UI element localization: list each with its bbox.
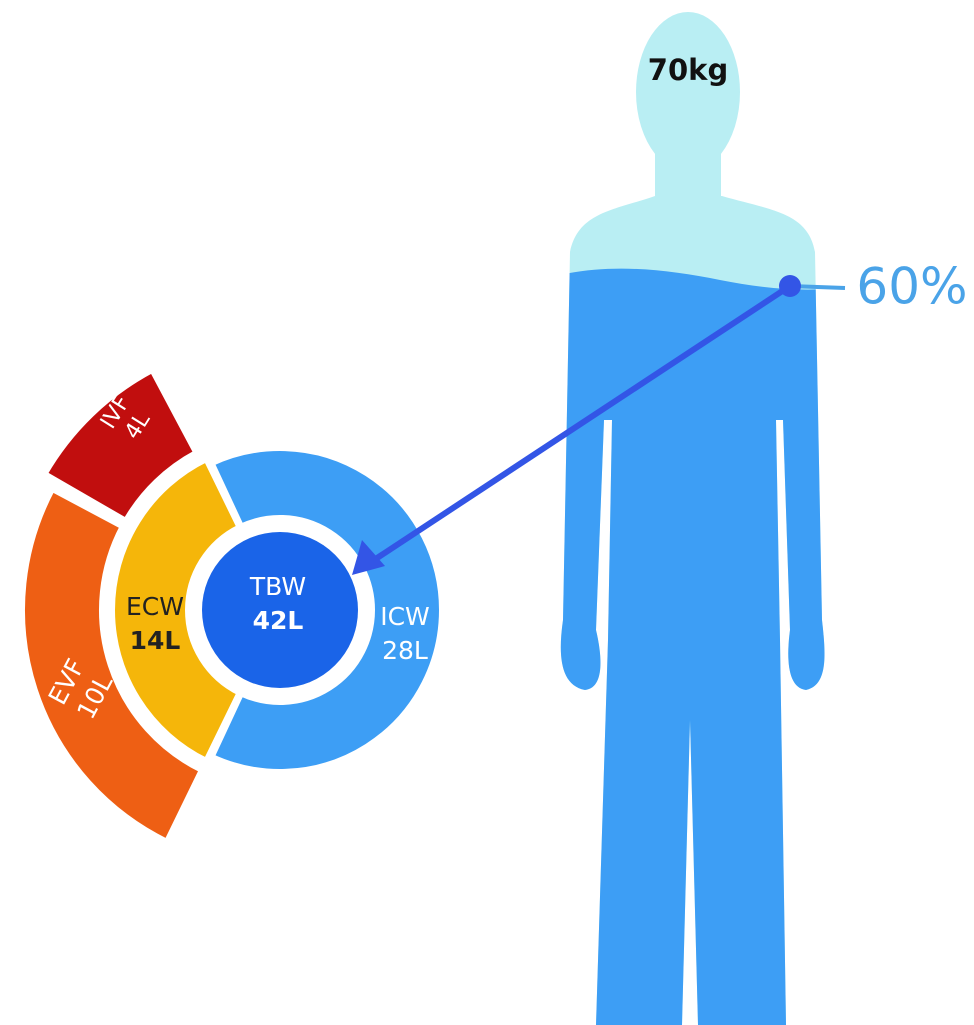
fraction-label: 60% xyxy=(856,258,967,316)
tbw-volume: 42L xyxy=(253,606,304,635)
icw-volume: 28L xyxy=(382,636,428,665)
evf-ring xyxy=(19,484,206,846)
ecw-volume: 14L xyxy=(130,626,181,655)
tbw-name: TBW xyxy=(249,572,306,601)
arrow-origin xyxy=(779,275,801,297)
arrow-head xyxy=(352,540,385,575)
ecw-ring xyxy=(109,454,244,766)
ivf-ring xyxy=(40,365,201,526)
compartment-diagram xyxy=(19,365,445,846)
ecw-name: ECW xyxy=(126,592,184,621)
icw-name: ICW xyxy=(380,602,430,631)
tbw-core xyxy=(202,532,358,688)
body-silhouette xyxy=(560,12,825,1025)
arrow xyxy=(366,283,792,567)
weight-label: 70kg xyxy=(648,53,728,87)
